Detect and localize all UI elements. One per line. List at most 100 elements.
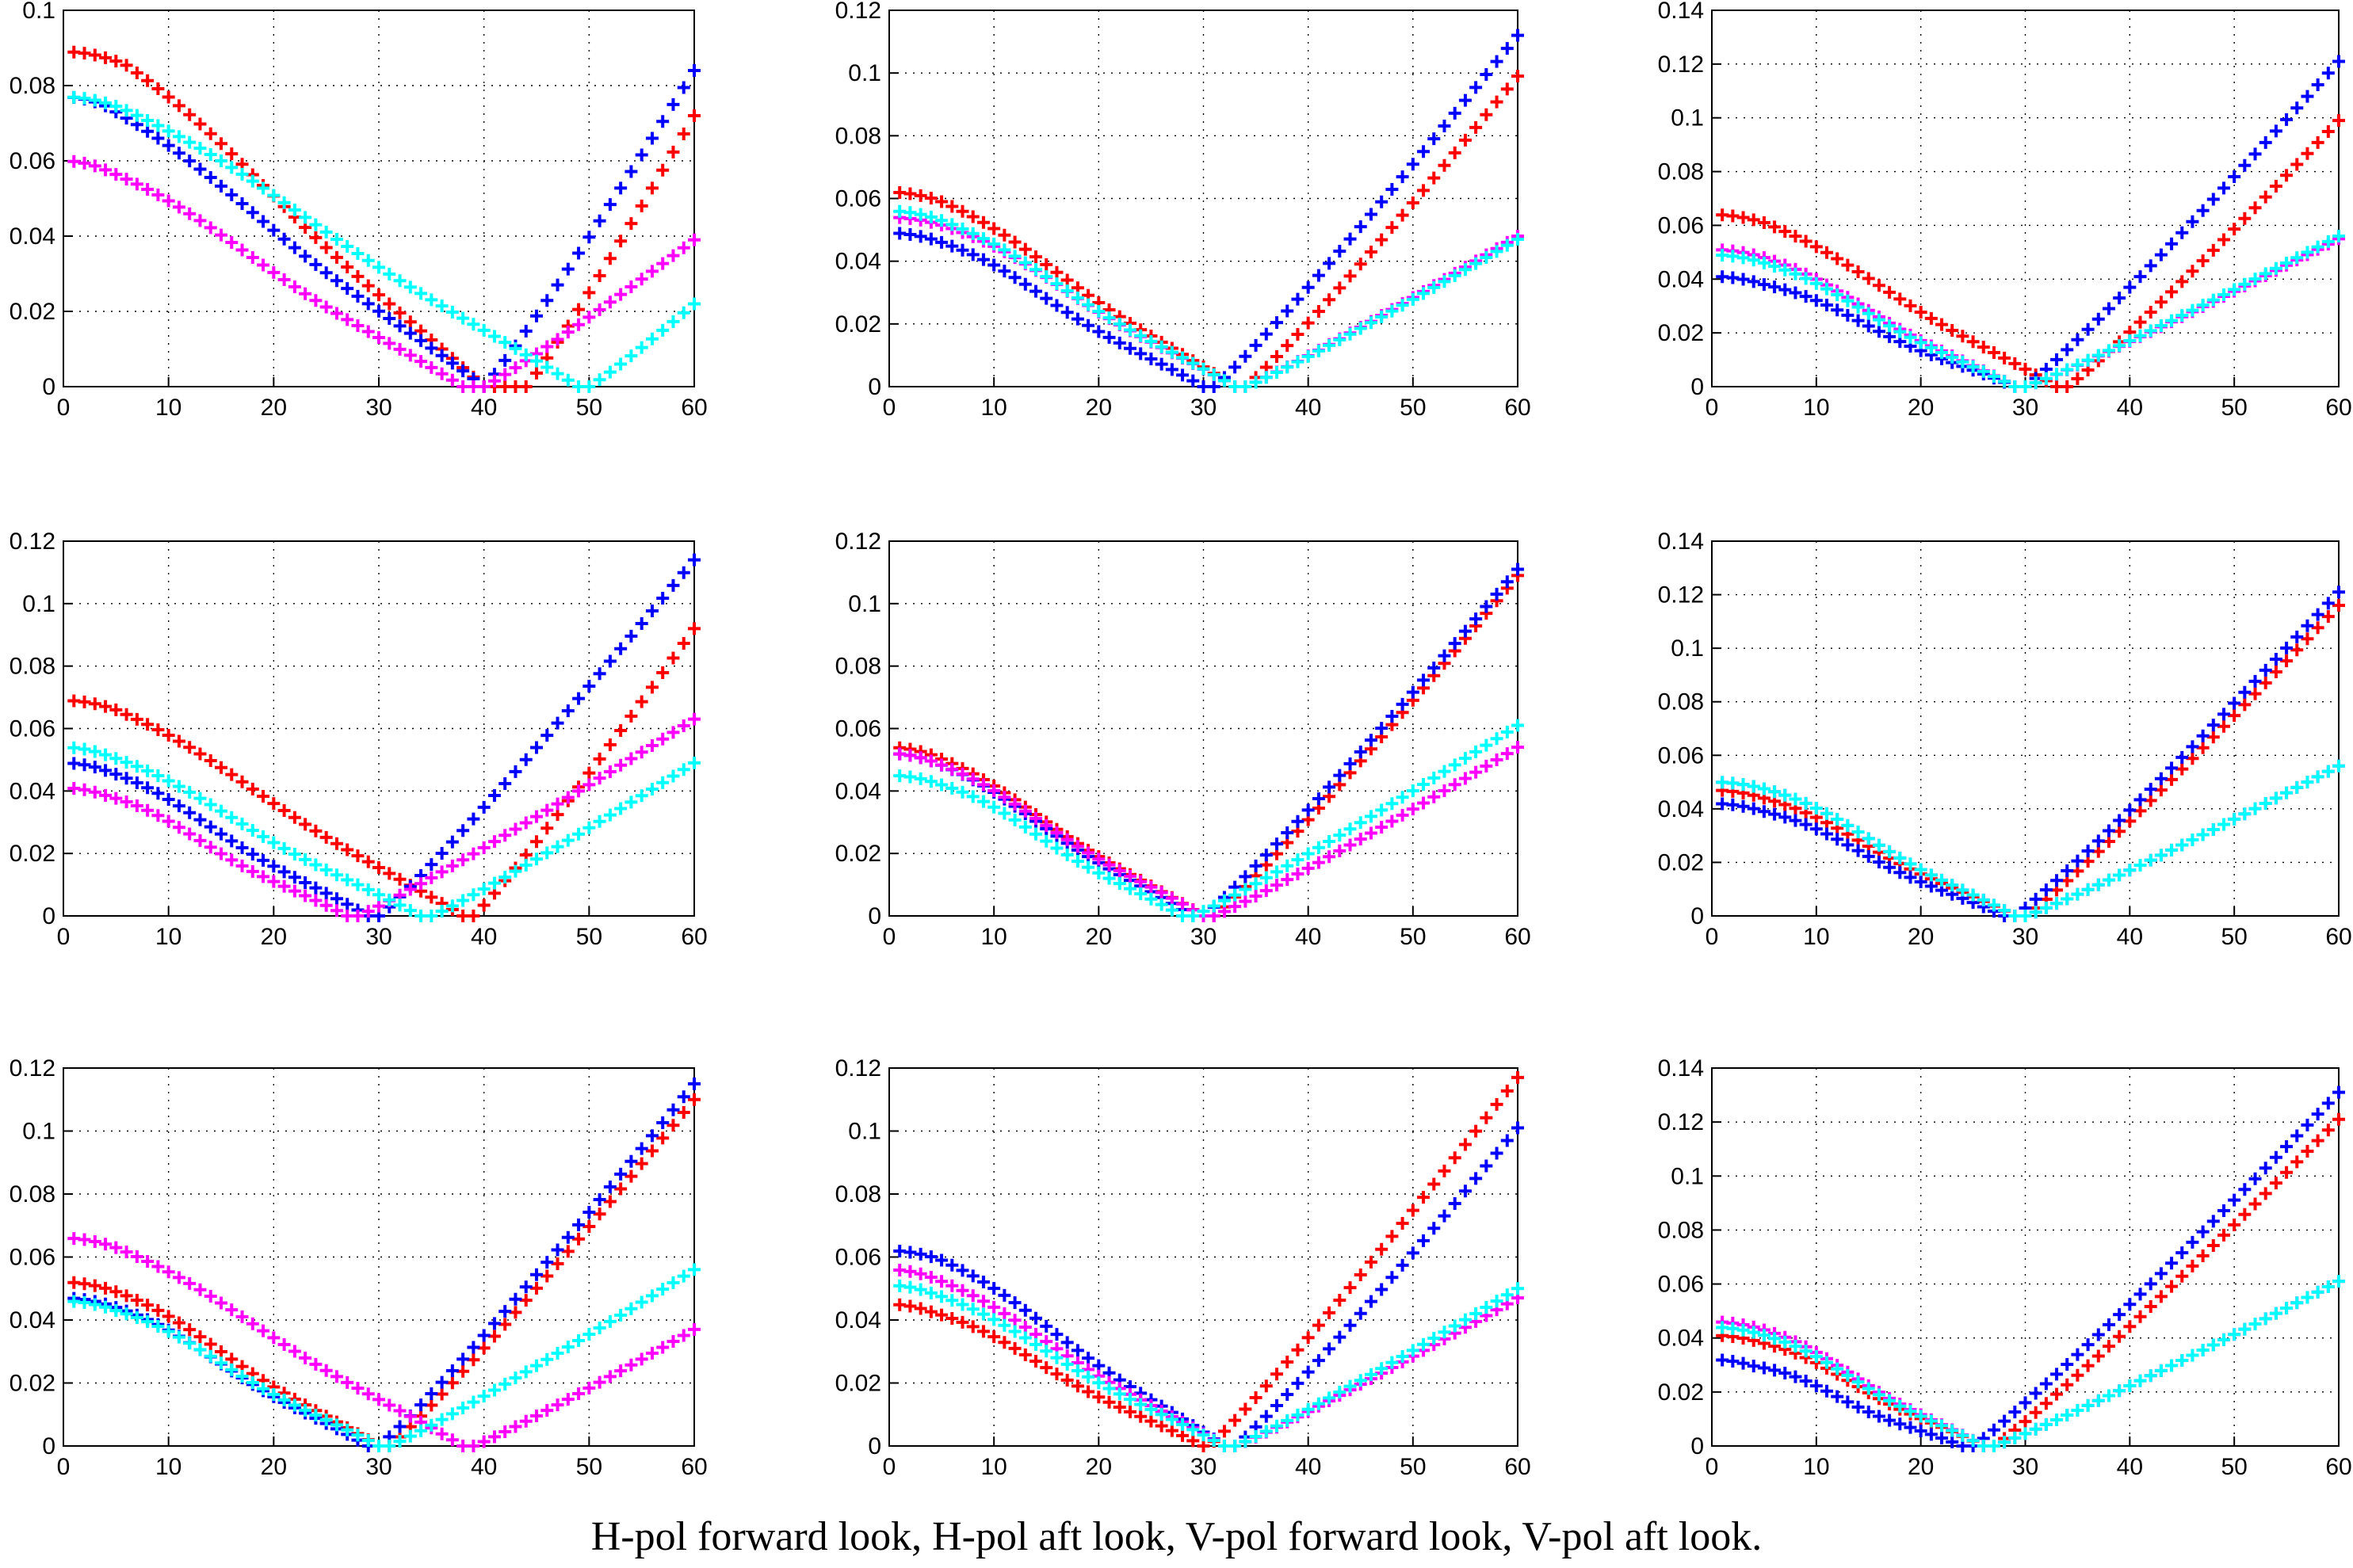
point-marker [172,1330,185,1344]
y-tick-label: 0.02 [10,841,55,867]
point-marker [956,222,969,235]
point-marker [625,752,638,765]
point-marker [1060,273,1074,287]
point-marker [341,240,354,254]
point-marker [2081,322,2095,336]
point-marker [1851,1400,1865,1413]
point-marker [998,243,1011,257]
point-marker [530,354,543,368]
point-marker [2217,233,2230,246]
point-marker [593,269,606,282]
point-marker [2321,610,2335,624]
point-marker [1977,341,1990,354]
point-marker [2019,1415,2032,1429]
point-marker [2238,1183,2252,1196]
point-marker [2321,1097,2335,1110]
point-marker [1281,361,1294,374]
point-marker [467,1353,480,1367]
point-marker [1809,801,1823,815]
point-marker [425,1418,438,1432]
point-marker [614,1364,628,1378]
point-marker [1018,1303,1032,1317]
point-marker [67,757,81,770]
point-marker [1851,826,1865,839]
point-marker [2259,190,2272,204]
point-marker [445,1407,459,1421]
point-marker [78,758,91,772]
point-marker [903,1299,917,1313]
point-marker [435,1387,449,1401]
point-marker [1301,861,1315,875]
point-marker [1312,1354,1325,1368]
point-marker [1270,1368,1284,1381]
point-marker [1186,374,1200,387]
point-marker [1469,81,1483,94]
point-marker [288,884,301,898]
point-marker [1144,880,1158,894]
figure-caption: H-pol forward look, H-pol aft look, V-po… [590,1514,1763,1559]
point-marker [425,871,438,884]
point-marker [1113,1400,1126,1413]
point-marker [1406,1246,1419,1260]
point-marker [976,1325,990,1338]
point-marker [120,1307,133,1321]
point-marker [656,1341,670,1354]
y-tick-label: 0.14 [1658,1055,1704,1082]
point-marker [1458,1313,1472,1326]
point-marker [1490,1097,1503,1111]
point-marker [1217,1440,1231,1452]
point-marker [477,380,491,393]
point-marker [551,840,564,853]
point-marker [88,1298,101,1311]
point-marker [2113,825,2126,838]
point-marker [67,781,81,795]
point-marker [583,778,596,792]
point-marker [2165,1257,2179,1270]
point-marker [966,1289,980,1303]
point-marker [1736,1323,1750,1337]
point-marker [2113,1330,2126,1343]
point-marker [2311,621,2324,635]
point-marker [183,135,197,149]
point-marker [1511,1282,1524,1295]
point-marker [277,232,291,246]
point-marker [1872,325,1885,338]
point-marker [2071,1368,2084,1382]
point-marker [2269,124,2282,138]
point-marker [2311,240,2324,254]
point-marker [1924,341,1938,354]
point-marker [1029,1328,1043,1341]
point-marker [1270,865,1284,879]
point-marker [976,232,990,246]
point-marker [2175,226,2189,239]
point-marker [603,765,617,778]
point-marker [225,811,239,824]
point-marker [2102,1389,2115,1402]
point-marker [1417,796,1431,810]
point-marker [2123,803,2137,817]
point-marker [1018,820,1032,834]
point-marker [1862,849,1875,863]
point-marker [2217,1204,2230,1218]
point-marker [393,274,407,288]
point-marker [498,380,512,393]
point-marker [2280,654,2294,668]
point-marker [204,171,217,185]
point-marker [1438,1164,1451,1177]
point-marker [235,197,249,211]
point-marker [903,1280,917,1294]
point-marker [393,319,407,333]
point-marker [541,822,554,835]
point-marker [561,704,575,718]
point-marker [2301,632,2314,646]
point-marker [2154,248,2168,261]
point-marker [1343,822,1357,836]
point-marker [172,1271,185,1284]
point-marker [162,124,175,138]
point-marker [1396,299,1409,312]
point-marker [78,92,91,105]
point-marker [414,287,428,300]
point-marker [519,1294,533,1307]
point-marker [551,1346,564,1360]
point-marker [299,853,312,866]
